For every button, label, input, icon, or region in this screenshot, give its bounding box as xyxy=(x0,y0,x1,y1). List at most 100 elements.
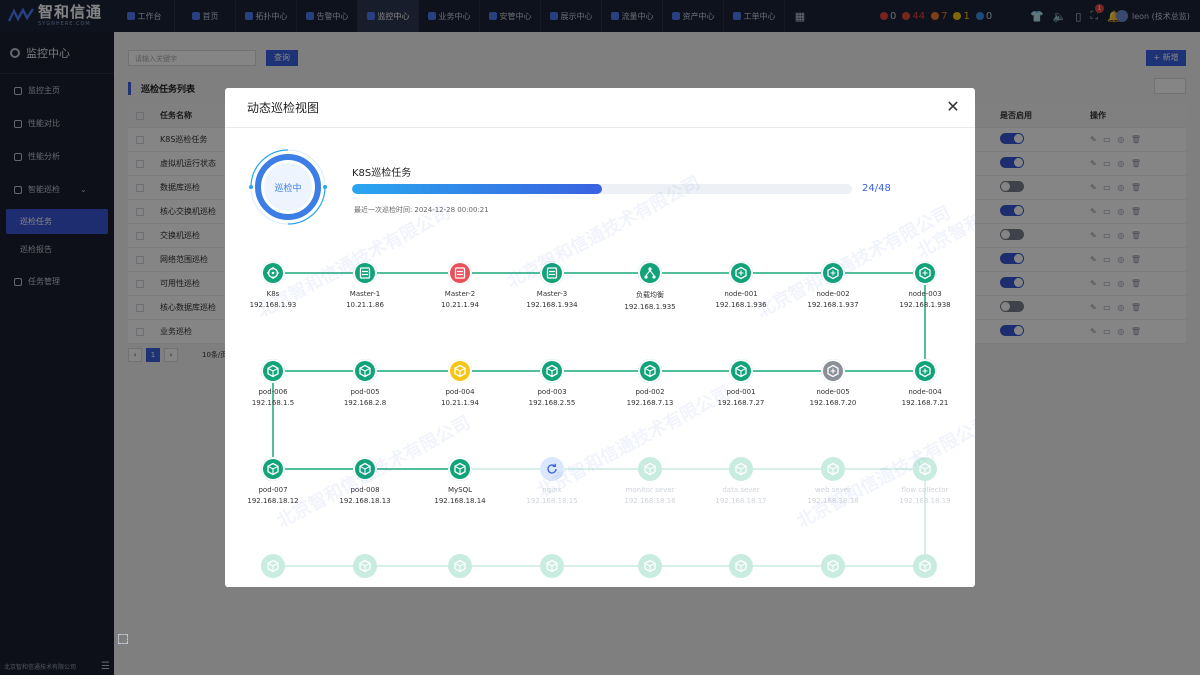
nav-alarm[interactable]: 告警中心 xyxy=(297,0,358,32)
row-checkbox[interactable] xyxy=(136,231,144,240)
page-size-select[interactable]: 10条/页 xyxy=(202,351,228,359)
export-icon[interactable] xyxy=(1154,78,1186,94)
row-actions[interactable]: ✎ ▭ ◎ 🗑 xyxy=(1090,279,1144,288)
nav-workbench[interactable]: 工作台 xyxy=(114,0,175,32)
topology-node[interactable]: nginx 192.168.18.15 xyxy=(504,457,600,505)
nav-business[interactable]: 业务中心 xyxy=(419,0,480,32)
row-checkbox[interactable] xyxy=(136,279,144,288)
topology-node[interactable]: node-005 192.168.7.20 xyxy=(785,359,881,407)
layout-icon[interactable]: ▯ xyxy=(1075,9,1082,23)
topology-node[interactable] xyxy=(785,554,881,578)
query-button[interactable]: 查询 xyxy=(266,50,298,66)
enabled-toggle[interactable] xyxy=(1000,277,1024,288)
sidebar-item-perf-compare[interactable]: 性能对比 xyxy=(0,107,114,140)
page-button[interactable]: 1 xyxy=(146,348,160,362)
row-checkbox[interactable] xyxy=(136,303,144,312)
select-all-checkbox[interactable] xyxy=(136,111,144,120)
row-checkbox[interactable] xyxy=(136,159,144,168)
nav-asset[interactable]: 资产中心 xyxy=(663,0,724,32)
enabled-toggle[interactable] xyxy=(1000,157,1024,168)
enabled-toggle[interactable] xyxy=(1000,253,1024,264)
alert-critical[interactable]: 0 xyxy=(880,11,896,22)
topology-node[interactable]: pod-005 192.168.2.8 xyxy=(317,359,413,407)
prev-page-button[interactable]: ‹ xyxy=(128,348,142,362)
topology-node[interactable]: Master-1 10.21.1.86 xyxy=(317,261,413,309)
row-actions[interactable]: ✎ ▭ ◎ 🗑 xyxy=(1090,231,1144,240)
nav-ticket[interactable]: 工单中心 xyxy=(724,0,785,32)
row-checkbox[interactable] xyxy=(136,327,144,336)
topology-node[interactable]: 负载均衡 192.168.1.935 xyxy=(602,261,698,311)
topology-node[interactable] xyxy=(877,554,973,578)
sidebar-item-perf-analysis[interactable]: 性能分析 xyxy=(0,140,114,173)
topology-node[interactable]: web sever 192.168.18.18 xyxy=(785,457,881,505)
add-button[interactable]: + 新增 xyxy=(1146,50,1186,66)
enabled-toggle[interactable] xyxy=(1000,181,1024,192)
topology-node[interactable]: pod-006 192.168.1.5 xyxy=(225,359,321,407)
topology-node[interactable]: pod-003 192.168.2.55 xyxy=(504,359,600,407)
topology-node[interactable]: data sever 192.168.18.17 xyxy=(693,457,789,505)
nav-security[interactable]: 安管中心 xyxy=(480,0,541,32)
topology-node[interactable]: flow collector 192.168.18.19 xyxy=(877,457,973,505)
topology-node[interactable]: pod-002 192.168.7.13 xyxy=(602,359,698,407)
topology-node[interactable]: node-004 192.168.7.21 xyxy=(877,359,973,407)
topology-node[interactable] xyxy=(693,554,789,578)
alert-minor[interactable]: 7 xyxy=(931,11,947,22)
topology-node[interactable]: monitor sever 192.168.18.16 xyxy=(602,457,698,505)
topology-node[interactable]: pod-001 192.168.7.27 xyxy=(693,359,789,407)
topology-node[interactable] xyxy=(225,554,321,578)
enabled-toggle[interactable] xyxy=(1000,205,1024,216)
alert-info[interactable]: 0 xyxy=(975,11,992,22)
topology-node[interactable]: pod-004 10.21.1.94 xyxy=(412,359,508,407)
row-actions[interactable]: ✎ ▭ ◎ 🗑 xyxy=(1090,159,1144,168)
nav-display[interactable]: 展示中心 xyxy=(541,0,602,32)
fullscreen-icon[interactable]: ⛶ xyxy=(1090,9,1099,22)
alert-major[interactable]: 44 xyxy=(902,11,925,22)
enabled-toggle[interactable] xyxy=(1000,301,1024,312)
sidebar-item-task-manage[interactable]: 任务管理 xyxy=(0,265,114,298)
nav-traffic[interactable]: 流量中心 xyxy=(602,0,663,32)
enabled-toggle[interactable] xyxy=(1000,133,1024,144)
topology-node[interactable] xyxy=(412,554,508,578)
apps-grid-icon[interactable]: ▦ xyxy=(794,9,806,23)
theme-icon[interactable]: 👕 xyxy=(1030,9,1044,23)
topology-node[interactable]: MySQL 192.168.18.14 xyxy=(412,457,508,505)
nav-monitor[interactable]: 监控中心 xyxy=(358,0,419,32)
topology-node[interactable]: node-002 192.168.1.937 xyxy=(785,261,881,309)
topology-node[interactable]: Master-3 192.168.1.934 xyxy=(504,261,600,309)
enabled-toggle[interactable] xyxy=(1000,325,1024,336)
expand-icon[interactable] xyxy=(118,634,128,644)
topology-node[interactable]: node-001 192.168.1.936 xyxy=(693,261,789,309)
topology-node[interactable]: K8s 192.168.1.93 xyxy=(225,261,321,309)
alert-warning[interactable]: 1 xyxy=(953,11,970,22)
row-checkbox[interactable] xyxy=(136,183,144,192)
row-actions[interactable]: ✎ ▭ ◎ 🗑 xyxy=(1090,135,1144,144)
topology-node[interactable]: pod-007 192.168.18.12 xyxy=(225,457,321,505)
topology-node[interactable] xyxy=(504,554,600,578)
enabled-toggle[interactable] xyxy=(1000,229,1024,240)
row-actions[interactable]: ✎ ▭ ◎ 🗑 xyxy=(1090,303,1144,312)
topology-node[interactable]: pod-008 192.168.18.13 xyxy=(317,457,413,505)
next-page-button[interactable]: › xyxy=(164,348,178,362)
sidebar-sub-inspect-task[interactable]: 巡检任务 xyxy=(6,209,108,234)
row-checkbox[interactable] xyxy=(136,207,144,216)
topology-node[interactable] xyxy=(317,554,413,578)
close-icon[interactable]: ✕ xyxy=(946,97,960,116)
topology-node[interactable] xyxy=(602,554,698,578)
topology-node[interactable]: Master-2 10.21.1.94 xyxy=(412,261,508,309)
sidebar-item-smart-inspect[interactable]: 智能巡检 ⌄ xyxy=(0,173,114,206)
row-actions[interactable]: ✎ ▭ ◎ 🗑 xyxy=(1090,327,1144,336)
row-checkbox[interactable] xyxy=(136,255,144,264)
row-actions[interactable]: ✎ ▭ ◎ 🗑 xyxy=(1090,183,1144,192)
sound-icon[interactable]: 🔈 xyxy=(1052,9,1067,23)
topology-node[interactable]: node-003 192.168.1.938 xyxy=(877,261,973,309)
user-menu[interactable]: leon (技术总监) xyxy=(1116,0,1190,32)
sidebar-sub-inspect-report[interactable]: 巡检报告 xyxy=(20,245,52,254)
menu-icon[interactable]: ☰ xyxy=(101,660,110,672)
search-input[interactable]: 请输入关键字 xyxy=(128,50,256,66)
nav-home[interactable]: 首页 xyxy=(175,0,236,32)
nav-topology[interactable]: 拓扑中心 xyxy=(236,0,297,32)
row-actions[interactable]: ✎ ▭ ◎ 🗑 xyxy=(1090,207,1144,216)
sidebar-item-monitor-home[interactable]: 监控主页 xyxy=(0,74,114,107)
row-actions[interactable]: ✎ ▭ ◎ 🗑 xyxy=(1090,255,1144,264)
row-checkbox[interactable] xyxy=(136,135,144,144)
